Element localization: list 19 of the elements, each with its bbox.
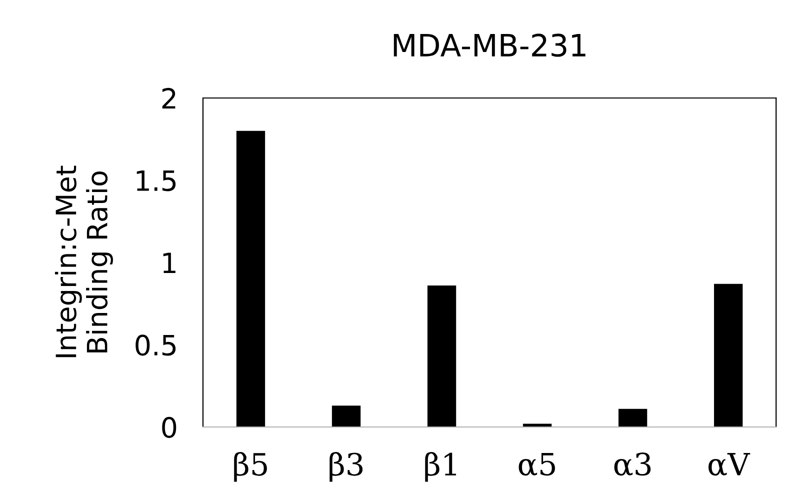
bar: [427, 286, 456, 427]
bar: [522, 424, 552, 427]
x-tick-label: β1: [425, 452, 456, 482]
x-tick-label: β5: [234, 452, 267, 482]
y-tick-label: 2: [162, 88, 176, 109]
y-tick-label: 1.5: [136, 170, 176, 192]
bar: [618, 408, 648, 427]
bar: [332, 406, 361, 427]
x-tick-label: β3: [330, 452, 363, 482]
y-axis-title: Integrin:c-Met Binding Ratio: [54, 166, 113, 358]
x-tick-label: α5: [518, 452, 555, 476]
bar: [236, 130, 266, 427]
y-tick-label: 0: [162, 416, 176, 438]
y-tick-label: 0.5: [136, 334, 176, 356]
x-tick-label: α3: [614, 452, 651, 476]
chart-title: MDA-MB-231: [394, 34, 586, 57]
y-tick-label: 1: [163, 252, 176, 274]
bar: [714, 284, 743, 427]
x-tick-label: αV: [708, 452, 750, 476]
